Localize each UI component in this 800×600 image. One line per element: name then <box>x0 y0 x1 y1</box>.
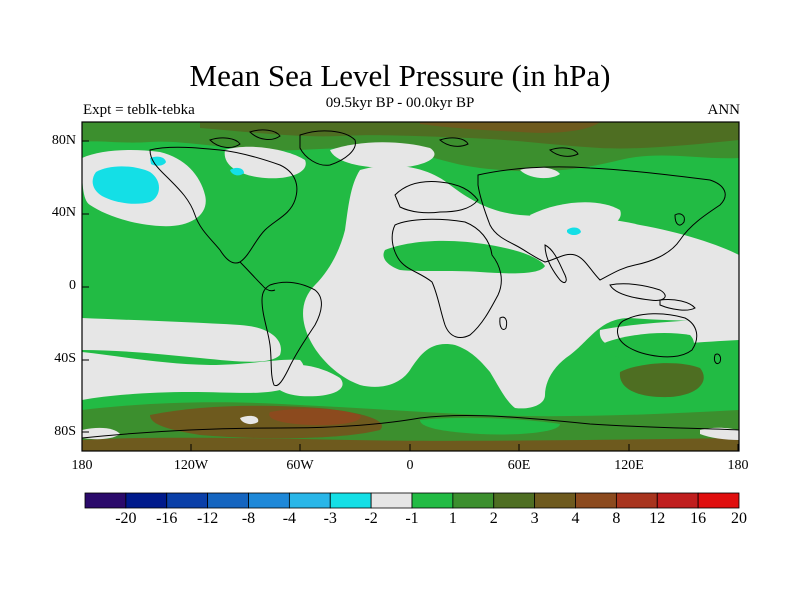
colorbar-swatch <box>248 492 290 509</box>
colorbar-label: 4 <box>571 510 580 527</box>
map-title: Mean Sea Level Pressure (in hPa) <box>189 58 611 93</box>
lat-label-80n: 80N <box>51 133 76 148</box>
lon-label-60w: 60W <box>286 458 314 473</box>
coastlines <box>82 129 739 439</box>
lon-label-120w: 120W <box>173 458 209 473</box>
colorbar-label: 2 <box>489 510 498 527</box>
colorbar-label: 3 <box>530 510 539 527</box>
colorbar-label: -4 <box>282 510 297 527</box>
experiment-label: Expt = teblk-tebka <box>83 102 195 118</box>
colorbar-swatch <box>207 492 249 509</box>
colorbar-label: -8 <box>241 510 256 527</box>
colorbar-swatch <box>125 492 168 509</box>
colorbar-label: 12 <box>649 510 666 527</box>
colorbar-label: 1 <box>448 510 457 527</box>
colorbar-swatch <box>288 492 331 509</box>
lon-label-120e: 120E <box>614 458 644 473</box>
colorbar-swatch <box>534 492 576 509</box>
pressure-field <box>82 122 739 451</box>
season-label: ANN <box>707 102 741 118</box>
lon-label-180e: 180 <box>727 458 749 473</box>
lon-label-0: 0 <box>406 458 414 473</box>
colorbar-swatch <box>370 492 413 509</box>
colorbar <box>84 492 740 509</box>
colorbar-swatch <box>166 492 209 509</box>
colorbar-label: -1 <box>405 510 419 527</box>
colorbar-label: -16 <box>156 510 178 527</box>
colorbar-label: -20 <box>115 510 137 527</box>
colorbar-label: 16 <box>690 510 707 527</box>
colorbar-swatch <box>84 492 127 509</box>
lat-label-80s: 80S <box>54 424 76 439</box>
lat-label-0: 0 <box>69 278 76 293</box>
colorbar-swatch <box>615 492 658 509</box>
lon-label-180w: 180 <box>71 458 93 473</box>
colorbar-label: -12 <box>196 510 219 527</box>
lon-ticks <box>81 444 739 451</box>
colorbar-label: -3 <box>323 510 337 527</box>
colorbar-swatch <box>656 492 699 509</box>
colorbar-swatch <box>493 492 536 509</box>
colorbar-label: -2 <box>364 510 378 527</box>
colorbar-label: 8 <box>612 510 621 527</box>
colorbar-label: 20 <box>731 510 747 527</box>
lon-label-60e: 60E <box>507 458 531 473</box>
lat-ticks <box>82 140 89 433</box>
colorbar-swatch <box>329 492 372 509</box>
colorbar-swatch <box>452 492 495 509</box>
colorbar-swatch <box>411 492 454 509</box>
colorbar-swatch <box>575 492 617 509</box>
lat-label-40n: 40N <box>51 205 76 220</box>
map-subtitle: 09.5kyr BP - 00.0kyr BP <box>325 95 475 111</box>
lat-label-40s: 40S <box>54 351 76 366</box>
colorbar-swatch <box>697 492 740 509</box>
